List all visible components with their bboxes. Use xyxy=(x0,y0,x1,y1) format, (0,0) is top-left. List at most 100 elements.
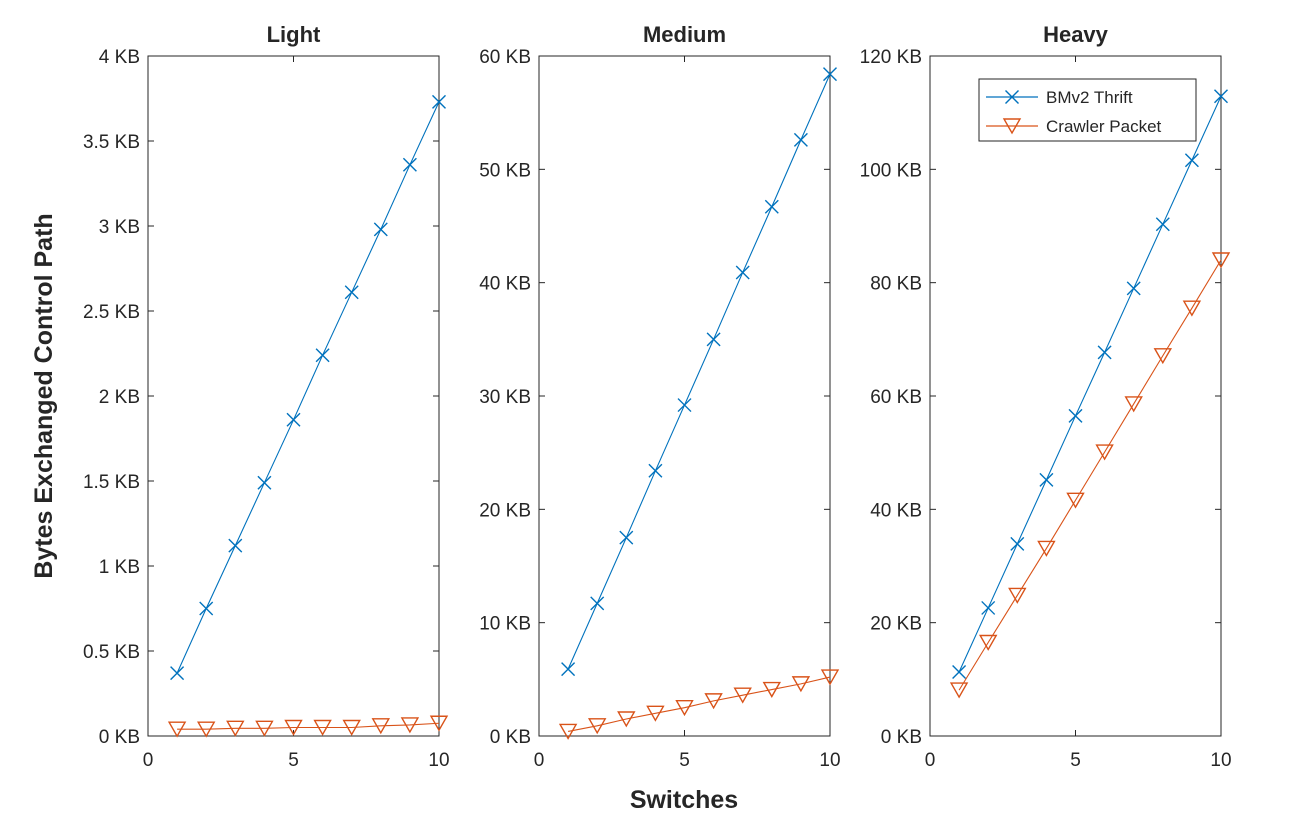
y-axis-title: Bytes Exchanged Control Path xyxy=(30,213,58,578)
panel-heavy-xtick-label: 5 xyxy=(1070,750,1081,771)
panel-medium-series-crawler-point xyxy=(646,705,665,722)
panel-light-ytick-label: 4 KB xyxy=(99,47,140,68)
panel-heavy-series-bmv2-point xyxy=(1126,281,1141,296)
panel-heavy-series-bmv2-point-stroke-b xyxy=(1097,345,1112,360)
panel-light-series-bmv2-point-stroke-b xyxy=(199,601,214,616)
panel-medium-series-crawler-point xyxy=(762,681,782,698)
legend-marker-crawler-shape xyxy=(1002,118,1022,135)
panel-medium-series-crawler-point xyxy=(587,718,607,735)
panel-medium-xtick-label: 5 xyxy=(679,750,690,771)
panel-heavy-axes-box xyxy=(929,55,1222,737)
panel-light-series-bmv2-point-stroke-b xyxy=(315,348,330,363)
panel-medium-series-bmv2-point-stroke-b xyxy=(764,199,779,214)
panel-light-series-crawler-point xyxy=(313,719,332,736)
panel-heavy-series-bmv2-point-stroke-b xyxy=(1214,89,1228,104)
panel-light-ytick-label: 0 KB xyxy=(99,727,140,748)
panel-light-series-crawler-line xyxy=(177,722,440,730)
panel-light-xtick-label: 5 xyxy=(288,750,299,771)
panel-light-ytick-label: 3.5 KB xyxy=(83,132,140,153)
panel-medium-series-bmv2-point-stroke-b xyxy=(793,132,808,147)
panel-heavy-series-bmv2-point xyxy=(1155,217,1170,232)
panel-medium-series-bmv2-point-stroke-b xyxy=(735,265,750,280)
panel-light-series-bmv2-point-stroke-b xyxy=(170,666,185,681)
panel-heavy-series-bmv2-point xyxy=(981,600,996,615)
panel-heavy-series-bmv2-point-stroke-b xyxy=(1155,217,1170,232)
panel-medium-ytick-label: 10 KB xyxy=(479,614,531,635)
panel-heavy-series-bmv2-point xyxy=(1039,472,1054,487)
panel-light-series-crawler-point xyxy=(400,717,420,734)
panel-medium-series-bmv2-point xyxy=(764,199,779,214)
legend-entry-bmv2: BMv2 Thrift xyxy=(986,88,1133,107)
panel-medium-series-bmv2-point-stroke-b xyxy=(590,596,605,611)
panel-heavy-series-bmv2-point xyxy=(1068,408,1083,423)
panel-heavy-series-bmv2-point-stroke-b xyxy=(1010,536,1025,551)
panel-heavy-series-bmv2-point-stroke-b xyxy=(1126,281,1141,296)
panel-heavy-series-crawler-line xyxy=(958,259,1222,691)
panel-medium-series-crawler-point xyxy=(733,687,752,704)
legend-marker-crawler-triangle-icon xyxy=(1002,118,1022,135)
panel-medium-series-bmv2-point xyxy=(677,398,692,413)
legend-marker-bmv2-x-icon xyxy=(1005,90,1019,104)
panel-light-series-bmv2-line xyxy=(176,101,440,674)
panel-medium-ytick-label: 60 KB xyxy=(479,47,531,68)
panel-heavy-series-bmv2-point-stroke-b xyxy=(981,600,996,615)
panel-medium-series-bmv2-point-stroke-b xyxy=(619,530,634,545)
panel-heavy-series-bmv2-point xyxy=(1097,345,1112,360)
panel-medium-series-bmv2-point-stroke-b xyxy=(823,67,837,82)
panel-light-series-bmv2-point xyxy=(432,94,446,109)
panel-light-series-bmv2-point xyxy=(286,412,301,427)
panel-light-series-crawler-point xyxy=(429,715,449,732)
panel-medium-ytick-label: 40 KB xyxy=(479,274,531,295)
panel-medium: 0 KB 10 KB 20 KB 30 KB 40 KB 50 KB 60 KB 0 5 10 Me… xyxy=(479,22,840,771)
panel-heavy-series-crawler-point xyxy=(1008,587,1027,604)
panel-heavy-ytick-label: 60 KB xyxy=(870,387,922,408)
panel-light-series-bmv2-point xyxy=(170,666,185,681)
x-axis-title: Switches xyxy=(630,786,738,814)
panel-light-series-crawler-point xyxy=(284,719,303,736)
panel-medium-axes-box xyxy=(538,55,831,737)
legend-label-crawler: Crawler Packet xyxy=(1046,117,1162,136)
panel-heavy-series-crawler-point xyxy=(1153,348,1173,365)
panel-medium-title: Medium xyxy=(643,22,726,47)
panel-medium-series-bmv2-point xyxy=(619,530,634,545)
panel-heavy-series-bmv2-point-stroke-b xyxy=(1184,153,1199,168)
panel-heavy-ytick-label: 100 KB xyxy=(860,160,922,181)
panel-heavy-title: Heavy xyxy=(1043,22,1109,47)
panel-medium-series-bmv2-point xyxy=(823,67,837,82)
panel-heavy: 0 KB 20 KB 40 KB 60 KB 80 KB 100 KB 120 KB 0 5 10… xyxy=(860,22,1232,771)
panel-heavy-xtick-label: 10 xyxy=(1210,750,1231,771)
panel-heavy-series-bmv2-point-stroke-b xyxy=(952,664,967,679)
panel-medium-ytick-label: 0 KB xyxy=(490,727,531,748)
panel-medium-series-crawler-point xyxy=(675,699,694,717)
panel-heavy-ytick-label: 0 KB xyxy=(881,727,922,748)
panel-medium-series-bmv2-point-stroke-b xyxy=(561,662,576,677)
panel-light-series-bmv2-point-stroke-b xyxy=(228,538,243,553)
panel-light-series-bmv2-point xyxy=(199,601,214,616)
panel-heavy-series-bmv2-point-stroke-b xyxy=(1068,408,1083,423)
panel-light-title: Light xyxy=(267,22,321,47)
panel-medium-series-bmv2-point-stroke-b xyxy=(677,398,692,413)
panel-light-series-bmv2-point xyxy=(315,348,330,363)
panel-heavy-series-bmv2-point xyxy=(1214,89,1228,104)
panel-heavy-series-crawler-point xyxy=(978,634,998,651)
panel-medium-series-bmv2-line xyxy=(567,73,831,670)
panel-medium-ytick-label: 30 KB xyxy=(479,387,531,408)
panel-medium-series-bmv2-point xyxy=(793,132,808,147)
panel-heavy-ytick-label: 40 KB xyxy=(870,500,922,521)
legend-box xyxy=(978,78,1197,142)
panel-light-series-bmv2-point-stroke-b xyxy=(286,412,301,427)
panel-medium-series-crawler-point xyxy=(820,669,840,686)
panel-light-series-bmv2-point xyxy=(402,157,417,172)
panel-medium-series-crawler-point xyxy=(791,676,811,693)
panel-light-series-bmv2-point-stroke-b xyxy=(344,285,359,300)
panel-heavy-series-crawler-point xyxy=(1211,252,1231,269)
legend-marker-bmv2-shape xyxy=(1005,90,1019,104)
panel-heavy-ytick-label: 20 KB xyxy=(870,614,922,635)
panel-heavy-series-bmv2-point xyxy=(952,664,967,679)
panel-light-series-crawler-point xyxy=(167,721,187,738)
panel-medium-series-crawler-point xyxy=(617,711,636,728)
panel-heavy-series-crawler-point xyxy=(1095,444,1114,461)
panel-medium-xtick-label: 0 xyxy=(534,750,545,771)
panel-light-series-bmv2-point-stroke-b xyxy=(432,94,446,109)
